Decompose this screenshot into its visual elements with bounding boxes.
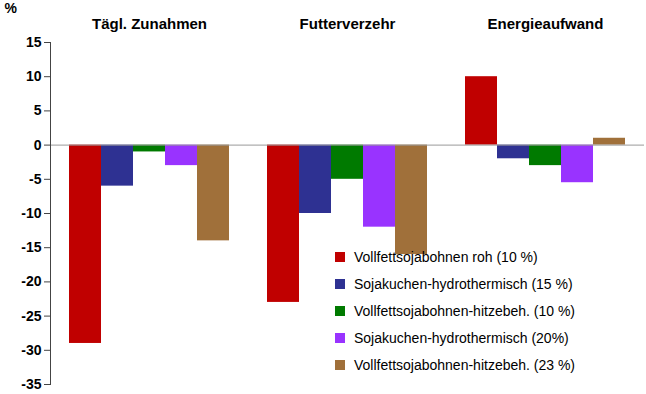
html-text:Vollfettsojabohnen-hitzebeh. (: Vollfettsojabohnen-hitzebeh. (10 %)	[354, 302, 575, 319]
svg-text:-25: -25	[21, 308, 41, 324]
svg-text:0: 0	[34, 137, 42, 153]
html-text:Vollfettsojabohnen-hitzebeh. (: Vollfettsojabohnen-hitzebeh. (23 %)	[354, 356, 575, 373]
svg-text:-15: -15	[21, 239, 41, 255]
svg-text:-5: -5	[29, 171, 42, 187]
svg-text:5: 5	[34, 102, 42, 118]
html-text:Sojakuchen-hydrothermisch (20%: Sojakuchen-hydrothermisch (20%)	[354, 329, 569, 346]
html-text:Sojakuchen-hydrothermisch (15: Sojakuchen-hydrothermisch (15 %)	[354, 275, 573, 292]
svg-text:-10: -10	[21, 205, 41, 221]
svg-text:15: 15	[26, 34, 42, 50]
svg-text:Energieaufwand: Energieaufwand	[488, 15, 604, 32]
html-text:Vollfettsojabohnen roh (10 %): Vollfettsojabohnen roh (10 %)	[354, 248, 538, 265]
svg-text:10: 10	[26, 68, 42, 84]
svg-text:-35: -35	[21, 376, 41, 392]
svg-text:-20: -20	[21, 273, 41, 289]
svg-text:Tägl. Zunahmen: Tägl. Zunahmen	[92, 15, 207, 32]
svg-text:%: %	[5, 0, 18, 16]
svg-text:Futterverzehr: Futterverzehr	[300, 15, 396, 32]
svg-text:-30: -30	[21, 342, 41, 358]
